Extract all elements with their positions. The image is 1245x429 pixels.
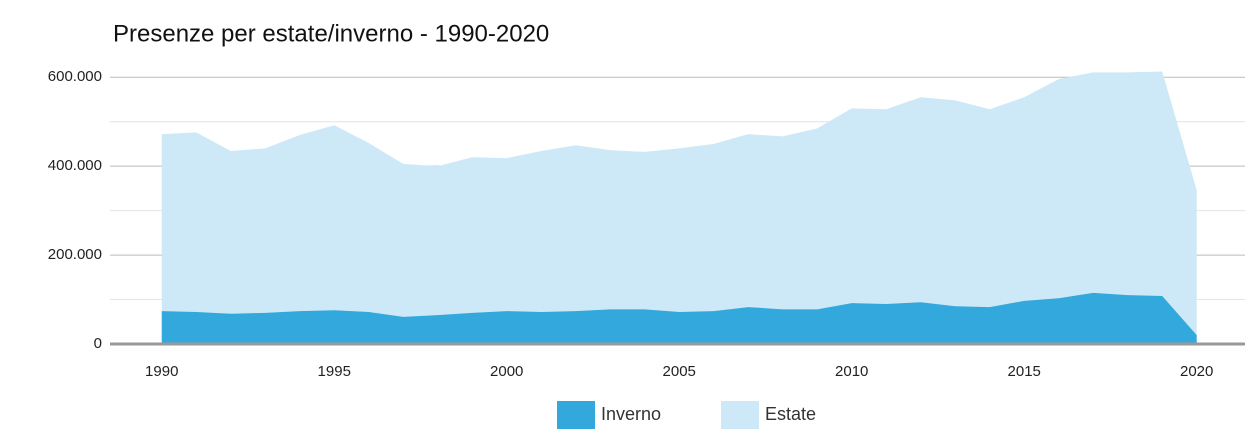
x-tick-label: 1995 xyxy=(318,363,351,380)
area xyxy=(161,292,1197,344)
x-tick-label: 1990 xyxy=(145,363,178,380)
y-tick-label: 0 xyxy=(94,335,102,352)
x-tick-label: 2015 xyxy=(1008,363,1041,380)
y-tick-label: 400.000 xyxy=(48,157,102,174)
x-tick-label: 2005 xyxy=(663,363,696,380)
area xyxy=(161,71,1197,344)
y-tick-label: 600.000 xyxy=(48,68,102,85)
y-tick-label: 200.000 xyxy=(48,246,102,263)
chart-title: Presenze per estate/inverno - 1990-2020 xyxy=(113,20,549,47)
x-tick-label: 2010 xyxy=(835,363,868,380)
legend-swatch xyxy=(557,401,595,429)
x-tick-label: 2000 xyxy=(490,363,523,380)
x-tick-label: 2020 xyxy=(1180,363,1213,380)
legend-swatch xyxy=(721,401,759,429)
legend-label: Estate xyxy=(765,404,816,424)
legend-label: Inverno xyxy=(601,404,661,424)
